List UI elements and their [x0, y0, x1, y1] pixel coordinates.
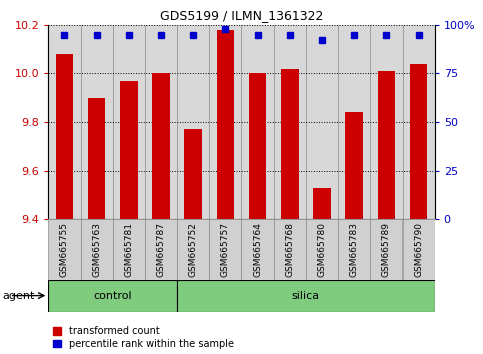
Bar: [120, 81, 138, 219]
Bar: [185, 130, 202, 219]
Bar: [281, 69, 298, 219]
Bar: [113, 219, 145, 280]
Bar: [177, 219, 209, 280]
Bar: [242, 219, 274, 280]
Bar: [81, 219, 113, 280]
Bar: [378, 71, 395, 219]
Text: GSM665757: GSM665757: [221, 222, 230, 278]
Text: GSM665789: GSM665789: [382, 222, 391, 278]
Text: GSM665787: GSM665787: [156, 222, 166, 278]
Bar: [88, 98, 105, 219]
Bar: [313, 188, 331, 219]
Text: GSM665763: GSM665763: [92, 222, 101, 278]
Text: control: control: [93, 291, 132, 301]
Bar: [249, 73, 267, 219]
Text: GSM665752: GSM665752: [189, 222, 198, 278]
Bar: [48, 219, 81, 280]
Bar: [410, 64, 427, 219]
Text: GSM665780: GSM665780: [317, 222, 327, 278]
Text: GSM665755: GSM665755: [60, 222, 69, 278]
Bar: [345, 113, 363, 219]
Bar: [216, 30, 234, 219]
Title: GDS5199 / ILMN_1361322: GDS5199 / ILMN_1361322: [160, 9, 323, 22]
Text: agent: agent: [2, 291, 35, 301]
Text: GSM665790: GSM665790: [414, 222, 423, 278]
Bar: [56, 54, 73, 219]
Bar: [209, 219, 242, 280]
Text: GSM665781: GSM665781: [124, 222, 133, 278]
Bar: [338, 219, 370, 280]
Text: GSM665783: GSM665783: [350, 222, 359, 278]
Bar: [152, 73, 170, 219]
Text: GSM665768: GSM665768: [285, 222, 294, 278]
Bar: [370, 219, 402, 280]
Text: GSM665764: GSM665764: [253, 222, 262, 278]
Bar: [48, 280, 177, 312]
Bar: [177, 280, 435, 312]
Bar: [306, 219, 338, 280]
Legend: transformed count, percentile rank within the sample: transformed count, percentile rank withi…: [53, 326, 234, 349]
Bar: [274, 219, 306, 280]
Text: silica: silica: [292, 291, 320, 301]
Bar: [402, 219, 435, 280]
Bar: [145, 219, 177, 280]
